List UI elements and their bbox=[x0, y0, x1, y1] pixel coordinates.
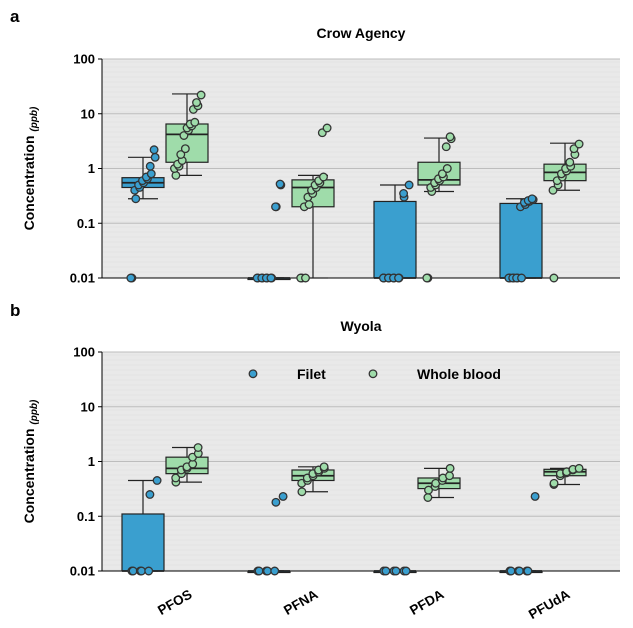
data-point bbox=[304, 200, 314, 209]
data-point bbox=[442, 164, 452, 173]
data-point bbox=[150, 152, 160, 162]
x-tick-label: PFOS bbox=[155, 587, 194, 618]
data-point bbox=[565, 157, 575, 167]
box bbox=[499, 202, 543, 279]
y-tick-label: 1 bbox=[88, 454, 95, 469]
data-point bbox=[319, 172, 328, 182]
data-point bbox=[394, 273, 403, 283]
y-axis-label-text: Concentration bbox=[21, 425, 37, 524]
legend-marker bbox=[368, 369, 378, 379]
data-point bbox=[515, 566, 524, 576]
data-point bbox=[171, 473, 181, 483]
data-point bbox=[423, 493, 433, 502]
data-point bbox=[128, 566, 138, 576]
chart-panel-b: b Wyola 0.01 0.1 1 10 100 Concentration (ppb) Fi… bbox=[10, 301, 620, 622]
data-point bbox=[441, 142, 451, 152]
y-axis-label-unit: (ppb) bbox=[29, 399, 40, 425]
data-point bbox=[152, 476, 162, 485]
data-point bbox=[422, 273, 432, 283]
y-tick-label: 100 bbox=[73, 52, 95, 67]
data-point bbox=[322, 123, 332, 133]
panel-title: Wyola bbox=[341, 318, 382, 334]
data-point bbox=[517, 273, 526, 283]
y-tick-label: 0.1 bbox=[77, 216, 95, 231]
box bbox=[121, 513, 165, 572]
data-point bbox=[574, 139, 584, 149]
data-point bbox=[548, 185, 558, 195]
data-point bbox=[271, 497, 281, 507]
data-point bbox=[149, 145, 159, 155]
data-point bbox=[271, 202, 280, 212]
panel-title: Crow Agency bbox=[317, 25, 406, 41]
data-point bbox=[445, 471, 454, 481]
data-point bbox=[506, 566, 516, 576]
data-point bbox=[193, 443, 203, 452]
data-point bbox=[297, 487, 307, 497]
series-whole-blood bbox=[165, 443, 587, 502]
legend-label: Filet bbox=[297, 366, 326, 382]
data-point bbox=[263, 566, 272, 576]
data-point bbox=[180, 144, 190, 154]
data-point bbox=[131, 194, 141, 204]
data-point bbox=[301, 273, 310, 283]
data-point bbox=[445, 132, 455, 142]
y-tick-label: 10 bbox=[81, 399, 95, 414]
series-filet bbox=[121, 145, 543, 283]
data-point bbox=[445, 463, 455, 473]
data-point bbox=[266, 273, 276, 283]
data-point bbox=[404, 180, 414, 190]
y-axis-label-text: Concentration bbox=[21, 132, 37, 231]
data-point bbox=[527, 194, 537, 204]
data-point bbox=[275, 179, 285, 189]
box bbox=[373, 200, 417, 279]
series-whole-blood bbox=[165, 90, 587, 283]
x-tick-label: PFUdA bbox=[526, 586, 573, 622]
y-tick-label: 0.01 bbox=[70, 564, 95, 579]
data-point bbox=[126, 273, 136, 283]
y-tick-label: 10 bbox=[81, 106, 95, 121]
data-point bbox=[399, 189, 409, 198]
data-point bbox=[144, 566, 154, 576]
y-tick-label: 100 bbox=[73, 345, 95, 360]
data-point bbox=[437, 169, 447, 179]
data-point bbox=[381, 566, 391, 576]
data-point bbox=[190, 117, 200, 127]
panel-label: a bbox=[10, 7, 20, 26]
data-point bbox=[574, 463, 584, 473]
data-point bbox=[146, 169, 156, 179]
chart-panel-a: a Crow Agency 0.01 0.1 1 10 100 Concentration (… bbox=[10, 7, 620, 286]
data-point bbox=[530, 491, 540, 501]
y-axis-label: Concentration (ppb) bbox=[21, 399, 40, 523]
y-tick-label: 0.1 bbox=[77, 509, 95, 524]
data-point bbox=[192, 98, 201, 108]
y-tick-label: 0.01 bbox=[70, 271, 95, 286]
series-filet bbox=[121, 476, 543, 576]
data-point bbox=[278, 491, 288, 501]
legend: Filet Whole blood bbox=[248, 366, 501, 382]
panel-label: b bbox=[10, 301, 20, 320]
data-point bbox=[254, 566, 264, 576]
y-tick-label: 1 bbox=[88, 161, 95, 176]
data-point bbox=[176, 150, 186, 159]
data-point bbox=[137, 566, 146, 576]
data-point bbox=[319, 462, 329, 472]
data-point bbox=[196, 90, 206, 100]
y-axis-label-unit: (ppb) bbox=[29, 106, 40, 132]
data-point bbox=[145, 490, 155, 499]
legend-marker bbox=[248, 369, 258, 379]
data-point bbox=[523, 566, 533, 576]
data-point bbox=[549, 478, 559, 488]
data-point bbox=[549, 273, 559, 283]
x-tick-label: PFDA bbox=[407, 586, 447, 617]
y-axis-label: Concentration (ppb) bbox=[21, 106, 40, 230]
data-point bbox=[401, 566, 411, 576]
legend-label: Whole blood bbox=[417, 366, 501, 382]
data-point bbox=[391, 566, 401, 576]
data-point bbox=[270, 566, 280, 576]
data-point bbox=[424, 485, 433, 495]
data-point bbox=[145, 161, 155, 171]
x-tick-label: PFNA bbox=[281, 586, 321, 617]
